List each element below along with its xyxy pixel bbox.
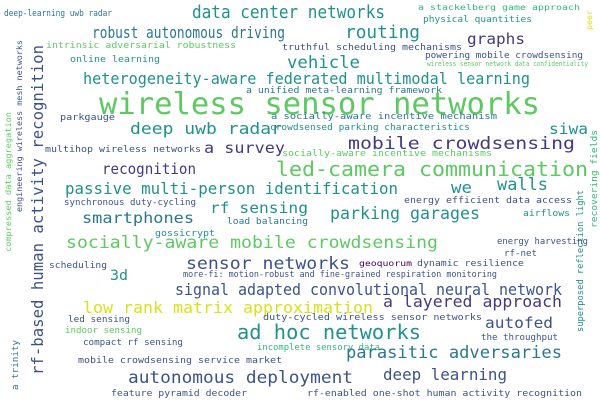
- word: mobile crowdsensing: [348, 134, 575, 154]
- word: smartphones: [82, 209, 194, 227]
- word: load balancing: [227, 217, 308, 227]
- word: signal adapted convolutional neural netw…: [175, 280, 562, 299]
- word: graphs: [467, 30, 525, 48]
- word: compressed data aggregation: [4, 112, 13, 252]
- word: parasitic adversaries: [346, 343, 562, 363]
- word: rf sensing: [210, 199, 308, 217]
- word: a trinity: [11, 339, 21, 390]
- word: heterogeneity-aware federated multimodal…: [83, 69, 530, 88]
- word: feature pyramid decoder: [111, 389, 248, 399]
- word: a socially-aware incentive mechanism: [271, 112, 497, 122]
- word: powering mobile crowdsensing: [425, 51, 583, 61]
- word: indoor sensing: [65, 326, 142, 336]
- word: peer: [585, 10, 594, 30]
- word: airflows: [523, 209, 570, 219]
- word: mobile crowdsensing service market: [78, 356, 282, 366]
- word: recognition: [102, 160, 196, 178]
- word: recovering fields: [590, 130, 600, 228]
- word: vehicle: [287, 53, 360, 73]
- word: wireless sensor network data confidentia…: [427, 60, 588, 68]
- word: autofed: [485, 314, 553, 332]
- word: online learning: [70, 55, 160, 65]
- word: robust autonomous driving: [92, 23, 285, 42]
- word: 3d: [110, 268, 128, 284]
- word: low rank matrix approximation: [83, 298, 373, 317]
- word: walls: [497, 175, 548, 195]
- word: scheduling: [49, 261, 107, 271]
- word: more-fi: motion-robust and fine-grained …: [183, 270, 497, 280]
- word: led sensing: [68, 315, 130, 325]
- word: wireless sensor networks: [99, 87, 540, 122]
- word: we: [451, 178, 472, 197]
- word: passive multi-person identification: [65, 179, 398, 198]
- word: the throughput: [481, 333, 558, 343]
- word: sensor networks: [186, 254, 350, 274]
- word: siwa: [549, 120, 588, 138]
- word: truthful scheduling mechanisms: [282, 43, 462, 53]
- word: rf-net: [504, 249, 537, 259]
- word: ad hoc networks: [237, 320, 421, 344]
- word: deep learning: [383, 365, 507, 384]
- word: deep-learning uwb radar: [4, 9, 113, 19]
- word: rf-enabled one-shot human activity recog…: [307, 389, 582, 399]
- word: incomplete sensory data: [257, 343, 380, 353]
- word: socially-aware incentive mechanisms: [282, 149, 492, 159]
- word: dynamic resilience: [417, 259, 524, 269]
- word: compact rf sensing: [83, 338, 183, 348]
- word: energy efficient data access: [404, 196, 572, 206]
- word: led-camera communication: [276, 157, 588, 181]
- word: a stackelberg game approach: [418, 3, 580, 12]
- word: superposed reflection light: [576, 190, 586, 332]
- word: rf-based human activity recognition: [28, 45, 47, 375]
- word: gossicrypt: [155, 229, 215, 239]
- word: autonomous deployment: [128, 368, 353, 388]
- word: a unified meta-learning framework: [246, 86, 443, 96]
- word: routing: [345, 22, 420, 43]
- word: socially-aware mobile crowdsensing: [66, 233, 438, 253]
- word: energy harvesting: [497, 237, 588, 247]
- word: a survey: [204, 139, 285, 157]
- word: duty-cycled wireless sensor networks: [263, 313, 482, 323]
- word: parking garages: [330, 204, 480, 224]
- word: synchronous duty-cycling: [64, 198, 196, 208]
- word: parkgauge: [60, 113, 115, 123]
- word: physical quantities: [423, 15, 532, 25]
- word: a layered approach: [383, 292, 562, 311]
- word: multihop wireless networks: [45, 145, 201, 155]
- word: engineering wireless mesh networks: [15, 40, 24, 212]
- word: geoquorum: [359, 259, 412, 268]
- word: deep uwb radar: [130, 119, 282, 138]
- word: data center networks: [192, 2, 385, 23]
- word: intrinsic adversarial robustness: [46, 41, 236, 51]
- word: crowdsensed parking characteristics: [270, 123, 470, 133]
